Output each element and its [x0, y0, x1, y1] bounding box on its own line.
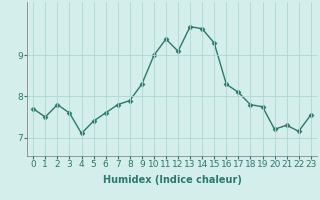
X-axis label: Humidex (Indice chaleur): Humidex (Indice chaleur)	[103, 175, 241, 185]
